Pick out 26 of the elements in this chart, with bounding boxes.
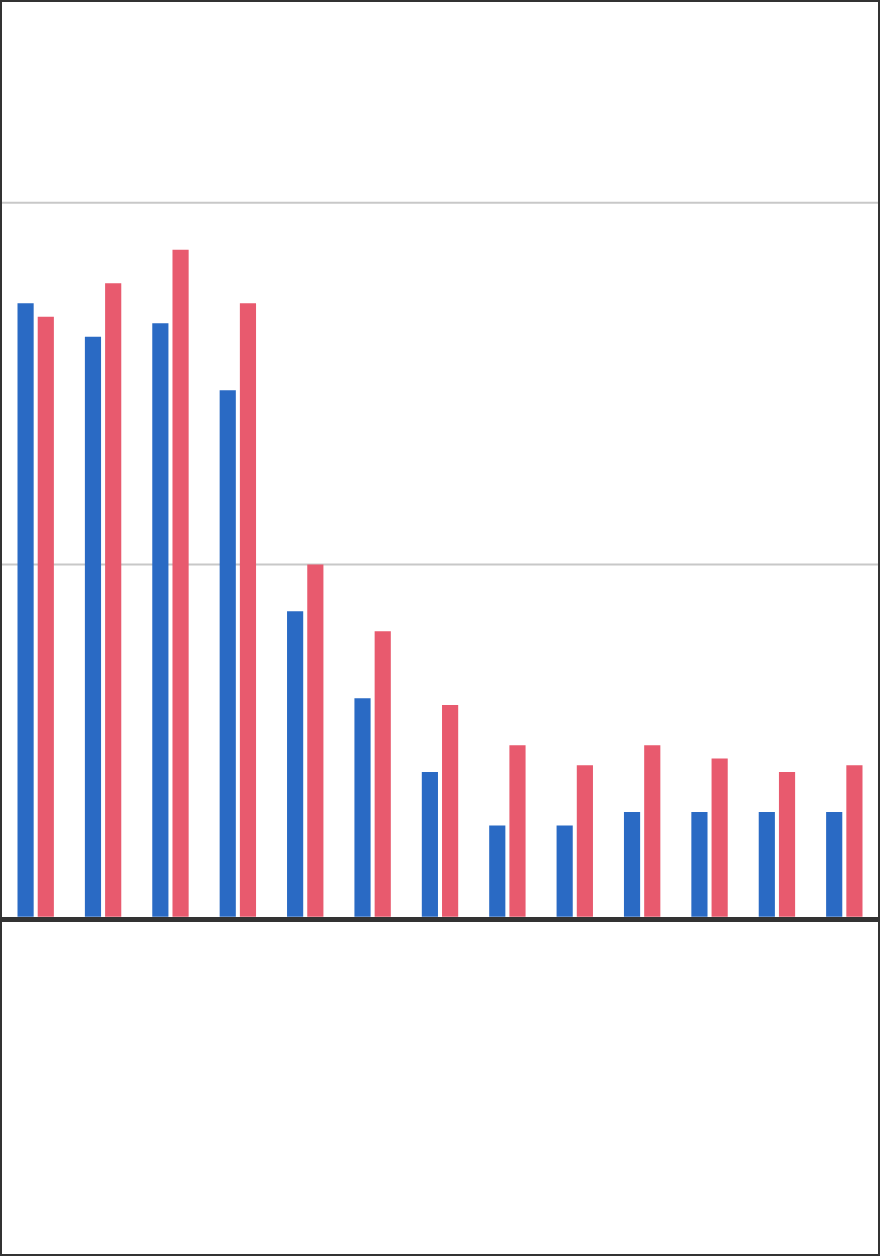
- bar: [846, 765, 863, 917]
- bar: [778, 771, 796, 917]
- bar: [644, 745, 661, 917]
- bar: [576, 765, 593, 917]
- bar: [711, 758, 728, 917]
- bar: [826, 812, 843, 917]
- bar: [84, 336, 102, 917]
- bar: [152, 323, 169, 917]
- bar: [758, 812, 775, 917]
- bar: [374, 631, 391, 917]
- bar: [239, 303, 257, 917]
- bar: [442, 705, 459, 917]
- bar: [105, 283, 122, 917]
- bar: [354, 698, 371, 917]
- bar: [623, 812, 641, 917]
- bar: [307, 564, 324, 917]
- bar: [17, 303, 34, 917]
- bar: [37, 316, 54, 917]
- bar: [172, 249, 189, 917]
- bar: [489, 825, 506, 917]
- bar: [219, 390, 236, 917]
- bar: [509, 745, 526, 917]
- bar: [691, 812, 708, 917]
- bar: [287, 611, 304, 917]
- bar: [556, 825, 573, 917]
- bar: [421, 771, 438, 917]
